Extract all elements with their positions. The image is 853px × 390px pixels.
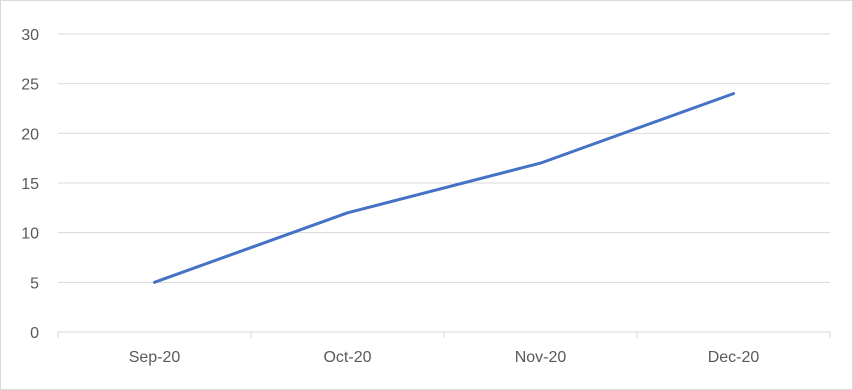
y-tick-label-20: 20 — [21, 126, 39, 143]
gridlines — [58, 33, 830, 283]
x-tick-label-Sep-20: Sep-20 — [129, 349, 181, 366]
x-axis-tick-labels: Sep-20 Oct-20 Nov-20 Dec-20 — [129, 349, 760, 366]
y-tick-label-15: 15 — [21, 176, 39, 193]
series-layer — [153, 92, 735, 284]
series-line-0 — [153, 92, 735, 284]
x-axis — [57, 331, 831, 338]
y-tick-label-10: 10 — [21, 226, 39, 243]
x-tick-label-Nov-20: Nov-20 — [515, 349, 567, 366]
x-tick-label-Oct-20: Oct-20 — [323, 349, 371, 366]
x-tick-label-Dec-20: Dec-20 — [708, 349, 760, 366]
y-axis-tick-labels: 0 5 10 15 20 25 30 — [21, 27, 39, 342]
y-tick-label-5: 5 — [30, 275, 39, 292]
y-tick-label-0: 0 — [30, 325, 39, 342]
y-tick-label-30: 30 — [21, 27, 39, 44]
y-tick-label-25: 25 — [21, 77, 39, 94]
